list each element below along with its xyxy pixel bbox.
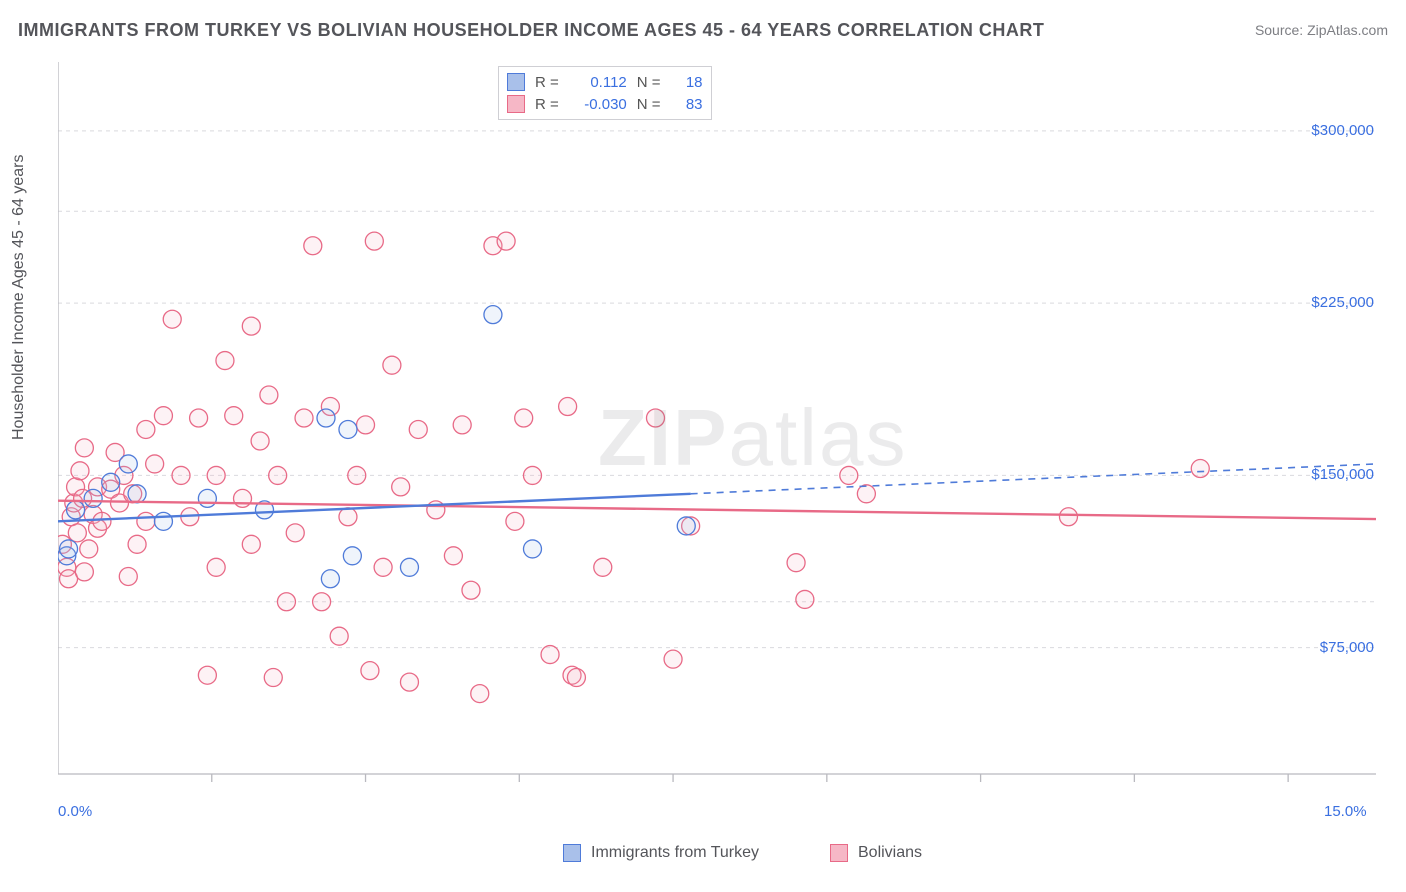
regression-line-extrapolated	[691, 464, 1376, 494]
y-axis-label: Householder Income Ages 45 - 64 years	[10, 155, 28, 441]
series-legend-item: Immigrants from Turkey	[563, 844, 759, 862]
series-legend-label: Immigrants from Turkey	[591, 844, 759, 862]
x-tick-label: 15.0%	[1324, 803, 1367, 820]
scatter-plot: ZIPatlas R =0.112N =18R =-0.030N =83 Imm…	[58, 62, 1388, 822]
y-tick-label: $225,000	[1311, 294, 1374, 311]
stats-legend-row: R = -0.030 N = 83	[507, 93, 703, 115]
stat-n-label: N =	[637, 74, 661, 91]
regression-layer	[58, 62, 1388, 822]
regression-line	[58, 501, 1376, 519]
legend-swatch	[563, 844, 581, 862]
y-tick-label: $300,000	[1311, 122, 1374, 139]
source-link[interactable]: ZipAtlas.com	[1307, 22, 1388, 38]
stats-legend: R = 0.112 N = 18 R = -0.030 N = 83	[498, 66, 712, 120]
legend-swatch	[830, 844, 848, 862]
chart-title: IMMIGRANTS FROM TURKEY VS BOLIVIAN HOUSE…	[18, 20, 1044, 41]
x-tick-label: 0.0%	[58, 803, 92, 820]
stat-r-value: -0.030	[569, 96, 627, 113]
source-label: Source:	[1255, 22, 1303, 38]
stat-n-value: 83	[671, 96, 703, 113]
y-tick-label: $150,000	[1311, 466, 1374, 483]
source-attribution: Source: ZipAtlas.com	[1255, 22, 1388, 38]
y-tick-label: $75,000	[1320, 639, 1374, 656]
stat-n-value: 18	[671, 74, 703, 91]
stat-r-label: R =	[535, 74, 559, 91]
legend-swatch	[507, 95, 525, 113]
series-legend-label: Bolivians	[858, 844, 922, 862]
stat-r-value: 0.112	[569, 74, 627, 91]
legend-swatch	[507, 73, 525, 91]
series-legend-item: Bolivians	[830, 844, 922, 862]
stat-n-label: N =	[637, 96, 661, 113]
stat-r-label: R =	[535, 96, 559, 113]
stats-legend-row: R = 0.112 N = 18	[507, 71, 703, 93]
